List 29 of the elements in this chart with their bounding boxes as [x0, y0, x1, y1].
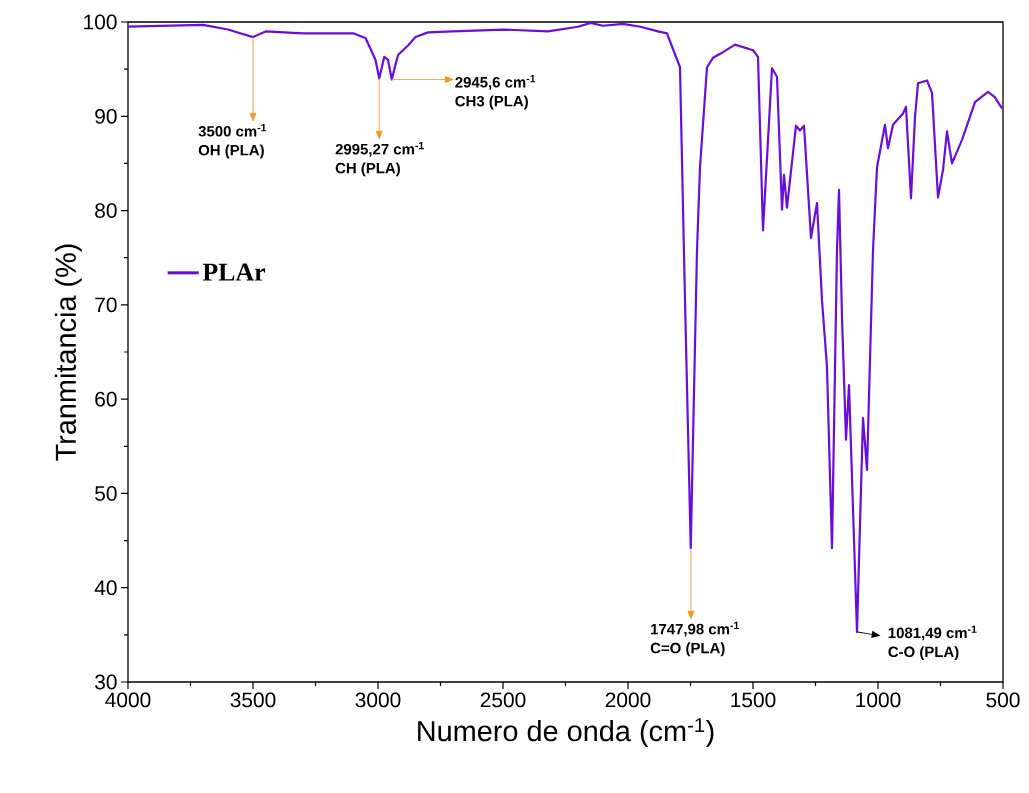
x-tick-label: 3000 — [355, 692, 401, 708]
y-tick-label: 80 — [95, 203, 117, 218]
y-tick-label: 90 — [95, 108, 117, 124]
annotation: 1747,98 cm$^{-1}$ — [651, 621, 739, 637]
y-axis-title: Tranmitancia (%) — [54, 244, 82, 461]
annotation: 1081,49 cm$^{-1}$ — [888, 625, 977, 641]
x-tick-label: 1000 — [856, 692, 901, 708]
y-tick-label: 30 — [95, 674, 117, 690]
x-tick-label: 3500 — [230, 692, 276, 708]
annotation: 2945,6 cm$^{-1}$ — [455, 75, 536, 90]
annotation: C=O (PLA) — [650, 642, 725, 657]
x-tick-label: 2000 — [605, 692, 651, 708]
y-tick-label: 70 — [95, 297, 117, 313]
x-tick-label: 2500 — [480, 692, 526, 708]
y-tick-label: 40 — [94, 580, 117, 596]
y-tick-label: 100 — [84, 14, 117, 30]
y-tick-label: 60 — [95, 391, 117, 407]
annotation: 3500 cm$^{-1}$ — [198, 124, 267, 137]
x-axis-title: Numero de onda (cm$^{-1}$) — [418, 718, 714, 748]
annotation: OH (PLA) — [198, 144, 264, 159]
x-tick-label: 500 — [986, 692, 1020, 708]
y-tick-label: 50 — [95, 486, 117, 501]
legend-label: PLAr — [202, 263, 266, 281]
annotation: CH3 (PLA) — [455, 95, 528, 110]
annotation: 2995,27 cm$^{-1}$ — [335, 141, 424, 157]
x-tick-label: 1500 — [731, 692, 776, 708]
annotation: C-O (PLA) — [888, 646, 959, 661]
x-tick-label: 4000 — [105, 692, 151, 708]
annotation: CH (PLA) — [335, 162, 400, 177]
